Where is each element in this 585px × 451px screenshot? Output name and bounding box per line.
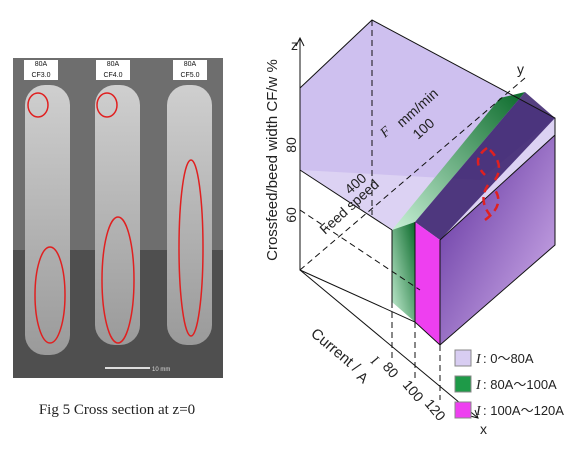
current-label: 80A	[107, 61, 120, 68]
current-label: 80A	[35, 61, 48, 68]
legend-range: : 0～80A	[483, 351, 534, 366]
current-tick: 120	[422, 396, 449, 424]
legend-range: : 80A～100A	[483, 377, 557, 392]
legend-swatch	[455, 376, 471, 392]
bead	[167, 85, 212, 345]
legend-swatch	[455, 402, 471, 418]
page: {"figure_left":{"columns":[{"current":"8…	[0, 0, 585, 451]
crossfeed-label: CF3.0	[31, 72, 50, 79]
figure: 80A CF3.0 80A CF4.0 80A CF5.0 10 mm Fig …	[0, 0, 585, 451]
legend-swatch	[455, 350, 471, 366]
current-tick: 80	[380, 359, 402, 381]
legend-symbol: I	[475, 404, 482, 419]
legend-range: : 100A～120A	[483, 403, 564, 418]
current-tick: 100	[400, 377, 427, 405]
scale-bar-label: 10 mm	[152, 367, 170, 373]
crossfeed-label: CF5.0	[180, 72, 199, 79]
z-tick: 60	[283, 207, 299, 223]
z-tick: 80	[283, 137, 299, 153]
caption: Fig 5 Cross section at z=0	[39, 402, 195, 418]
columns	[25, 85, 212, 355]
region-high-front	[415, 222, 440, 345]
current-label: Current /	[307, 325, 363, 376]
current-symbol: I	[367, 353, 382, 369]
y-label: y	[517, 61, 524, 77]
column-labels: 80A CF3.0 80A CF4.0 80A CF5.0	[24, 60, 207, 80]
legend-symbol: I	[475, 352, 482, 367]
body: 80A CF3.0 80A CF4.0 80A CF5.0 10 mm Fig …	[0, 0, 585, 451]
legend-symbol: I	[475, 378, 482, 393]
crossfeed-label: CF4.0	[103, 72, 122, 79]
z-axis-label: Crossfeed/beed width CF/w %	[264, 59, 281, 261]
current-label: 80A	[184, 61, 197, 68]
region-mid-front	[392, 222, 415, 322]
x-label: x	[480, 421, 487, 437]
current-unit: A	[354, 368, 372, 387]
z-label: z	[291, 37, 298, 53]
